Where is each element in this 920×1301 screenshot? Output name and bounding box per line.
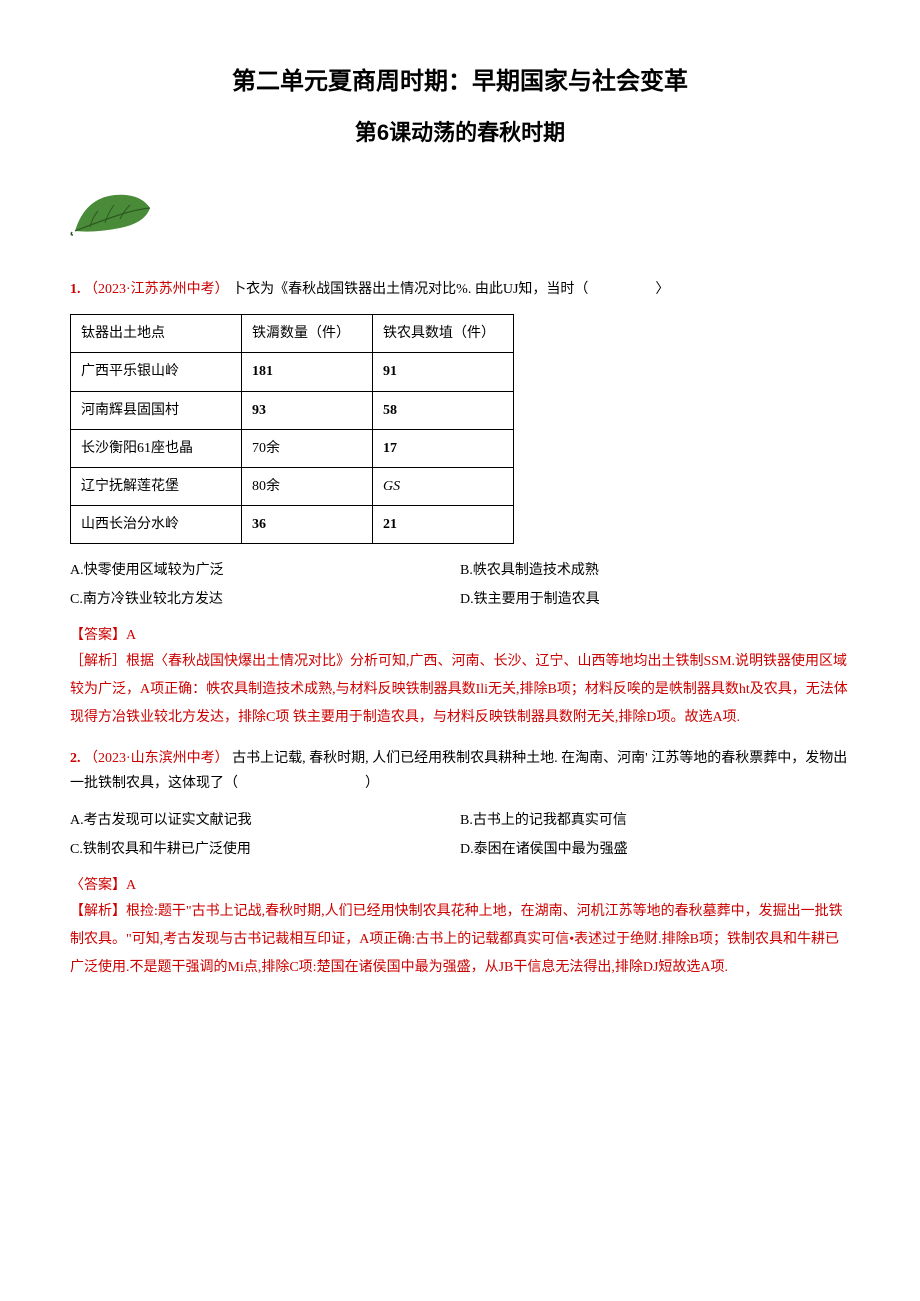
- table-cell: 山西长治分水岭: [71, 506, 242, 544]
- table-cell: 93: [242, 391, 373, 429]
- q1-answer: 【答案】A: [70, 623, 850, 648]
- table-cell: 91: [373, 353, 514, 391]
- q2-source: （2023·山东滨州中考）: [84, 751, 229, 766]
- table-row: 钛器出土地点 铁漘数量（件） 铁农具数埴（件）: [71, 315, 514, 353]
- table-row: 河南辉县固国村 93 58: [71, 391, 514, 429]
- table-cell: 长沙衡阳61座也晶: [71, 429, 242, 467]
- q1-option-a: A.快零使用区域较为广泛: [70, 556, 460, 585]
- q1-stem-text: 卜衣为《春秋战国铁器出土情况对比%. 由此UJ知，当时（: [232, 282, 588, 297]
- table-cell: 河南辉县固国村: [71, 391, 242, 429]
- q1-option-d: D.铁主要用于制造农具: [460, 585, 850, 614]
- q2-option-b: B.古书上的记我都真实可信: [460, 806, 850, 835]
- table-cell: 70余: [242, 429, 373, 467]
- q1-option-b: B.帙农具制造技术成熟: [460, 556, 850, 585]
- q2-stem-close: ）: [365, 776, 379, 791]
- table-cell: 58: [373, 391, 514, 429]
- q2-analysis: 【解析】根捡:题干"古书上记战,春秋时期,人们已经用快制农具花种上地，在湖南、河…: [70, 898, 850, 982]
- q1-option-c: C.南方冷铁业较北方发达: [70, 585, 460, 614]
- table-cell: 80余: [242, 467, 373, 505]
- q1-stem-close: 〉: [655, 282, 669, 297]
- q2-options: A.考古发现可以证实文献记我 B.古书上的记我都真实可信 C.铁制农具和牛耕已广…: [70, 806, 850, 864]
- q1-stem: 1. （2023·江苏苏州中考） 卜衣为《春秋战国铁器出土情况对比%. 由此UJ…: [70, 277, 850, 302]
- leaf-icon: [70, 183, 850, 247]
- table-row: 长沙衡阳61座也晶 70余 17: [71, 429, 514, 467]
- table-cell: 36: [242, 506, 373, 544]
- table-row: 广西平乐银山岭 181 91: [71, 353, 514, 391]
- table-cell: 广西平乐银山岭: [71, 353, 242, 391]
- table-cell: 辽宁抚解莲花堡: [71, 467, 242, 505]
- q2-stem: 2. （2023·山东滨州中考） 古书上记载, 春秋时期, 人们已经用秩制农具耕…: [70, 746, 850, 796]
- q2-option-c: C.铁制农具和牛耕已广泛使用: [70, 835, 460, 864]
- table-row: 山西长治分水岭 36 21: [71, 506, 514, 544]
- table-cell: GS: [373, 467, 514, 505]
- table-cell: 铁农具数埴（件）: [373, 315, 514, 353]
- table-row: 辽宁抚解莲花堡 80余 GS: [71, 467, 514, 505]
- table-cell: 17: [373, 429, 514, 467]
- unit-title: 第二单元夏商周时期：早期国家与社会变革: [70, 60, 850, 103]
- table-cell: 钛器出土地点: [71, 315, 242, 353]
- q2-answer: 〈答案】A: [70, 873, 850, 898]
- q2-option-a: A.考古发现可以证实文献记我: [70, 806, 460, 835]
- q2-option-d: D.泰困在诸侯国中最为强盛: [460, 835, 850, 864]
- q1-number: 1.: [70, 282, 81, 297]
- q1-analysis: ［解析］根据〈春秋战国快爆出土情况对比》分析可知,广西、河南、长沙、辽宁、山西等…: [70, 648, 850, 732]
- q1-options: A.快零使用区域较为广泛 B.帙农具制造技术成熟 C.南方冷铁业较北方发达 D.…: [70, 556, 850, 614]
- q1-table: 钛器出土地点 铁漘数量（件） 铁农具数埴（件） 广西平乐银山岭 181 91 河…: [70, 314, 514, 544]
- table-cell: 21: [373, 506, 514, 544]
- q2-number: 2.: [70, 751, 81, 766]
- table-cell: 铁漘数量（件）: [242, 315, 373, 353]
- lesson-title: 第6课动荡的春秋时期: [70, 113, 850, 153]
- q1-source: （2023·江苏苏州中考）: [84, 282, 229, 297]
- table-cell: 181: [242, 353, 373, 391]
